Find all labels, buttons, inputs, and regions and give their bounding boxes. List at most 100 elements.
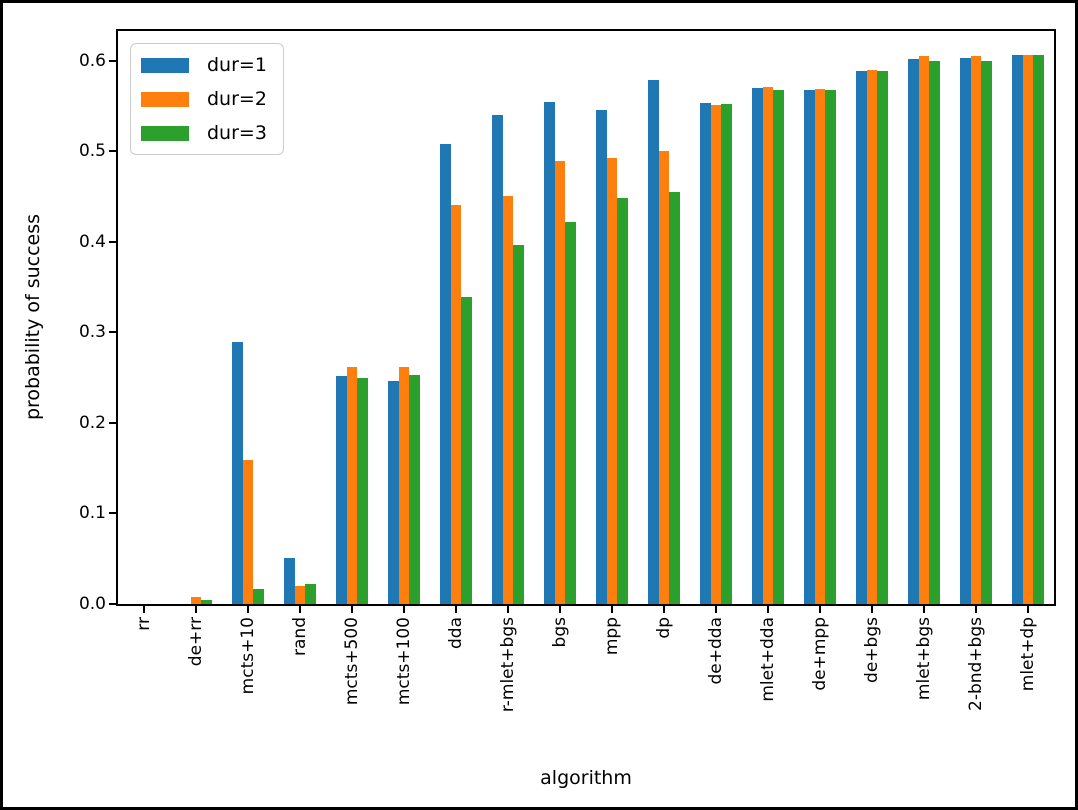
bar-dur=3-2-bnd+bgs [981,60,992,604]
bar-dur=3-mpp [617,197,628,604]
y-tick-label: 0.3 [78,322,106,343]
bar-dur=3-dp [669,192,680,604]
bar-dur=3-mcts+500 [357,377,368,604]
bar-dur=2-mcts+500 [346,366,358,604]
bar-dur=2-dp [658,151,670,604]
bar-dur=1-r-mlet+bgs [492,115,503,604]
legend-entry-dur=2: dur=2 [141,88,267,110]
x-tick-label-mpp: mpp [602,617,622,656]
bar-dur=1-de+mpp [804,89,815,604]
y-tick-mark [109,331,116,334]
x-tick-mark [507,606,509,613]
bar-dur=3-mlet+dp [1033,55,1044,604]
x-tick-label-rand: rand [290,617,310,656]
x-tick-label-de+bgs: de+bgs [862,617,882,683]
x-tick-label-de+rr: de+rr [186,617,206,667]
y-tick-mark [109,421,116,424]
x-tick-mark [767,606,769,613]
legend-entry-dur=3: dur=3 [141,122,267,144]
y-tick-label: 0.0 [78,594,106,614]
bar-dur=2-mcts+10 [242,460,254,604]
x-tick-mark [923,606,925,613]
bar-dur=1-mcts+500 [336,375,347,604]
y-tick-mark [109,512,116,515]
x-tick-label-dda: dda [446,617,466,649]
x-tick-label-mlet+dp: mlet+dp [1018,617,1038,692]
x-tick-mark [455,606,457,613]
x-tick-label-mcts+500: mcts+500 [342,617,362,706]
x-tick-mark [1027,606,1029,613]
bar-dur=2-bgs [554,161,566,604]
bar-dur=2-mcts+100 [398,366,410,604]
x-tick-mark [299,606,301,613]
y-tick-label: 0.5 [78,141,106,162]
bar-dur=1-bgs [544,101,555,604]
bar-dur=2-dda [450,204,462,604]
bar-dur=3-de+dda [721,104,732,604]
bar-dur=2-r-mlet+bgs [502,195,514,604]
bar-dur=3-rand [305,584,316,604]
legend-label: dur=2 [207,88,267,110]
bar-dur=1-mpp [596,109,607,604]
x-tick-label-mlet+dda: mlet+dda [758,617,778,702]
y-tick-mark [109,240,116,243]
bar-dur=1-de+dda [700,102,711,604]
x-tick-label-rr: rr [134,617,154,631]
x-tick-mark [611,606,613,613]
bar-dur=1-mlet+dda [752,88,763,604]
bar-dur=2-de+rr [190,596,202,604]
x-axis-label: algorithm [540,767,632,789]
x-tick-mark [559,606,561,613]
bar-dur=2-mlet+bgs [918,56,930,604]
bar-dur=3-de+bgs [877,70,888,604]
bar-dur=2-mpp [606,157,618,604]
bar-dur=2-mlet+dda [762,87,774,604]
bar-dur=1-mlet+dp [1012,55,1023,604]
x-tick-label-bgs: bgs [550,617,570,648]
bar-dur=2-de+bgs [866,69,878,604]
x-tick-label-mcts+10: mcts+10 [238,617,258,695]
bar-dur=1-dp [648,79,659,604]
bar-dur=3-mlet+bgs [929,60,940,604]
bar-dur=2-mlet+dp [1022,55,1034,604]
bar-dur=3-mcts+10 [253,588,264,604]
x-tick-mark [819,606,821,613]
x-tick-label-dp: dp [654,617,674,639]
bar-dur=2-de+dda [710,105,722,604]
legend-swatch-dur=2 [141,91,189,107]
x-tick-label-de+mpp: de+mpp [810,617,830,691]
bar-dur=3-mlet+dda [773,89,784,604]
legend-swatch-dur=1 [141,57,189,73]
x-tick-mark [247,606,249,613]
x-tick-label-2-bnd+bgs: 2-bnd+bgs [966,617,986,711]
legend-entry-dur=1: dur=1 [141,54,267,76]
bar-dur=1-mlet+bgs [908,59,919,604]
bar-dur=1-mcts+100 [388,381,399,604]
legend: dur=1 dur=2 dur=3 [130,43,284,155]
x-tick-label-r-mlet+bgs: r-mlet+bgs [498,617,518,713]
legend-label: dur=3 [207,122,267,144]
bar-dur=3-r-mlet+bgs [513,244,524,604]
y-tick-label: 0.1 [78,503,106,524]
y-tick-label: 0.2 [78,412,106,433]
x-tick-mark [871,606,873,613]
x-tick-label-mlet+bgs: mlet+bgs [914,617,934,701]
x-tick-mark [715,606,717,613]
bar-dur=3-dda [461,297,472,604]
x-tick-mark [195,606,197,613]
x-tick-mark [663,606,665,613]
bar-dur=2-rand [294,585,306,604]
x-tick-label-de+dda: de+dda [706,617,726,685]
y-tick-label: 0.4 [78,231,106,252]
x-tick-mark [975,606,977,613]
x-tick-mark [403,606,405,613]
bar-dur=2-de+mpp [814,88,826,604]
bar-dur=3-mcts+100 [409,374,420,604]
bar-dur=1-de+bgs [856,70,867,604]
bar-dur=1-rand [284,557,295,604]
bar-dur=1-dda [440,144,451,604]
bar-dur=3-de+mpp [825,89,836,604]
bar-dur=2-2-bnd+bgs [970,56,982,604]
legend-swatch-dur=3 [141,125,189,141]
